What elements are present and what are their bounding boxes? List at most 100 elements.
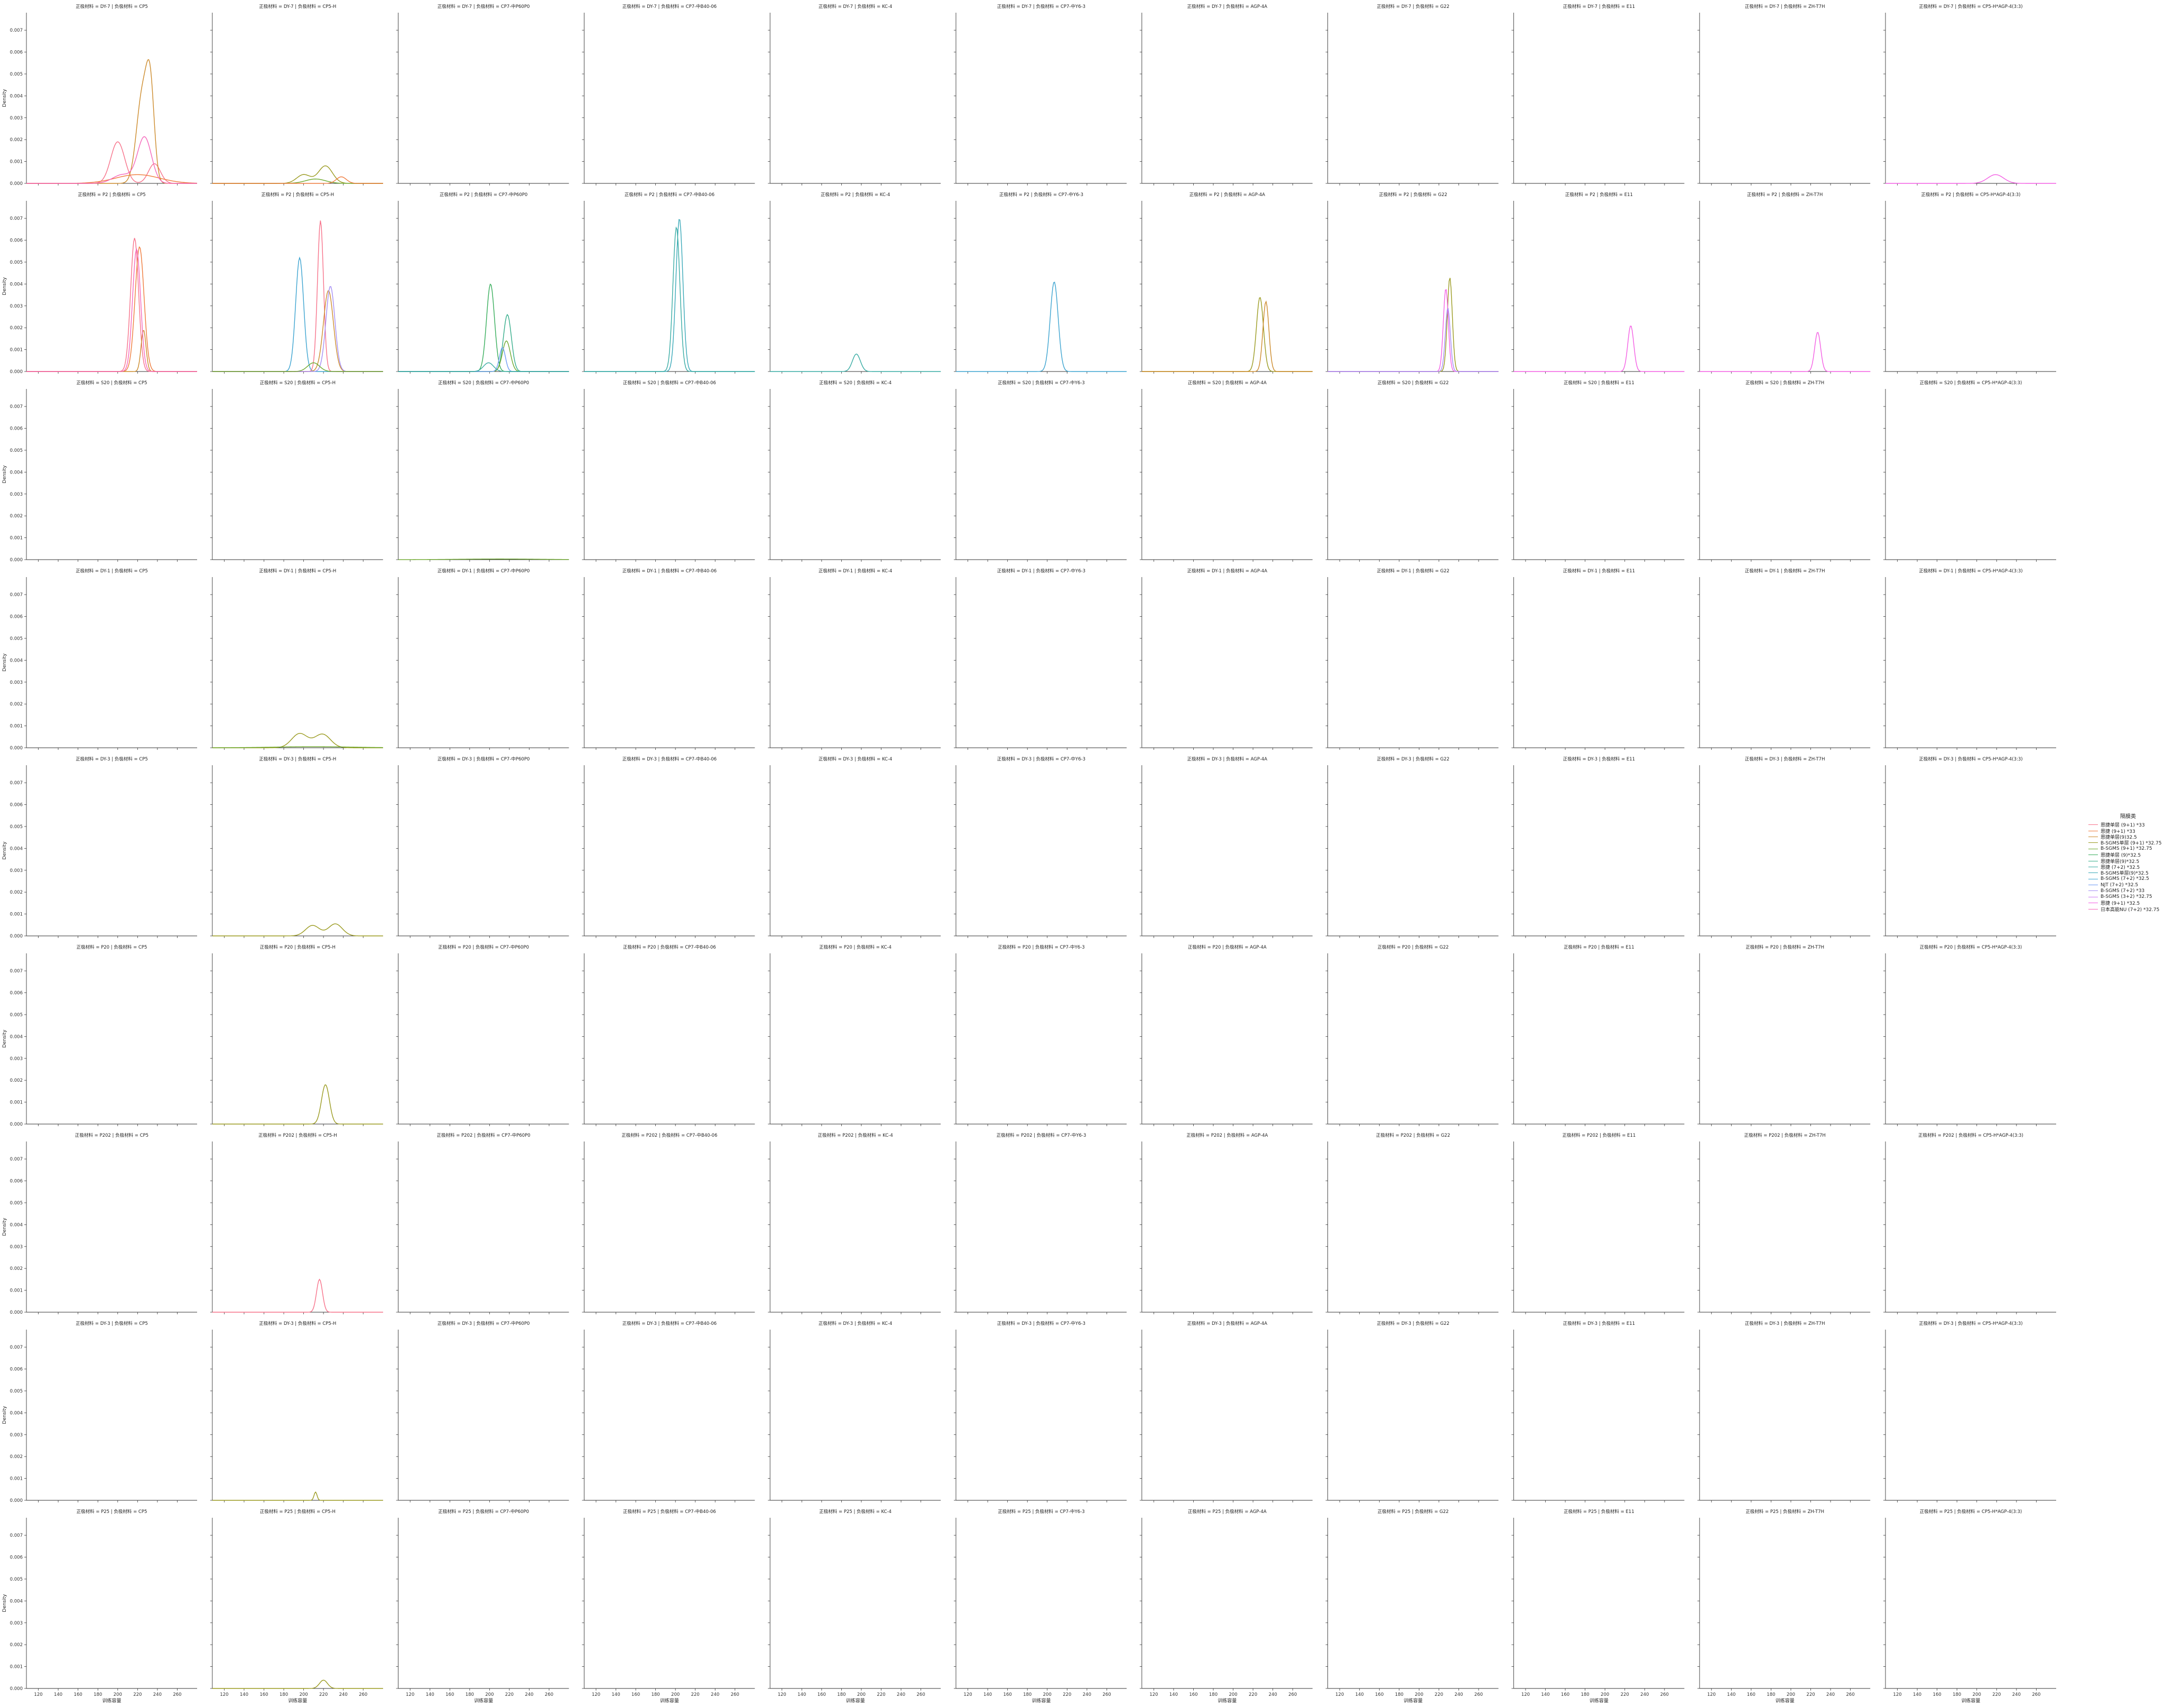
facet-title: 正极材料 = DY-1 | 负极材料 = KC-4 [819, 568, 893, 574]
x-tick-label: 140 [240, 1692, 248, 1697]
x-tick-label: 240 [1083, 1692, 1091, 1697]
x-tick-label: 240 [1826, 1692, 1835, 1697]
legend-item: NJT (7+2) *32.5 [2088, 882, 2168, 888]
y-tick-label: 0.001 [10, 1665, 23, 1670]
facet-title: 正极材料 = DY-1 | 负极材料 = G22 [1377, 568, 1449, 574]
facet-title: 正极材料 = DY-3 | 负极材料 = CP7-中P60P0 [438, 1321, 530, 1326]
facet-r2-c2: 正极材料 = S20 | 负极材料 = CP7-中P60P0 [396, 380, 569, 562]
x-tick-label: 260 [1660, 1692, 1669, 1697]
facet-title: 正极材料 = P25 | 负极材料 = E11 [1564, 1509, 1634, 1515]
x-tick-label: 120 [1335, 1692, 1344, 1697]
legend-item: B-SGMS单层 (9+1) *32.75 [2088, 840, 2168, 846]
density-curve [212, 1491, 383, 1501]
facet-title: 正极材料 = P20 | 负极材料 = CP5-H*AGP-4(3:3) [1920, 944, 2022, 950]
x-tick-label: 160 [631, 1692, 640, 1697]
facet-title: 正极材料 = DY-3 | 负极材料 = CP7-中Y6-3 [997, 756, 1085, 762]
y-tick-label: 0.006 [10, 238, 23, 244]
facet-r7-c3: 正极材料 = DY-3 | 负极材料 = CP7-中B40-06 [582, 1321, 755, 1502]
legend-title: 隔膜类 [2120, 814, 2136, 820]
facet-title: 正极材料 = P25 | 负极材料 = AGP-4A [1188, 1509, 1267, 1515]
y-tick-label: 0.000 [10, 1122, 23, 1127]
y-tick-label: 0.004 [10, 1599, 23, 1604]
facet-r1-c4: 正极材料 = P2 | 负极材料 = KC-4 [768, 192, 941, 374]
x-tick-label: 180 [651, 1692, 659, 1697]
x-tick-label: 240 [897, 1692, 905, 1697]
density-curve [212, 923, 383, 936]
facet-title: 正极材料 = S20 | 负极材料 = KC-4 [819, 380, 891, 386]
x-axis-label: 训练容量 [660, 1697, 679, 1704]
x-tick-label: 120 [1521, 1692, 1530, 1697]
legend-label: NJT (7+2) *32.5 [2101, 882, 2139, 888]
y-tick-label: 0.007 [10, 216, 23, 221]
facet-title: 正极材料 = DY-3 | 负极材料 = CP5-H*AGP-4(3:3) [1919, 756, 2022, 762]
x-tick-label: 200 [1601, 1692, 1609, 1697]
facet-title: 正极材料 = DY-7 | 负极材料 = CP7-中P60P0 [438, 4, 530, 10]
x-tick-label: 160 [817, 1692, 826, 1697]
y-tick-label: 0.004 [10, 1222, 23, 1228]
density-curve [398, 283, 569, 372]
legend-item: 恩捷单层(9)*32.5 [2088, 858, 2168, 865]
y-axis-label: Density [2, 465, 7, 484]
facet-r2-c7: 正极材料 = S20 | 负极材料 = G22 [1325, 380, 1499, 562]
facet-r5-c10: 正极材料 = P20 | 负极材料 = CP5-H*AGP-4(3:3) [1883, 944, 2056, 1126]
x-axis-label: 训练容量 [1590, 1697, 1609, 1704]
y-tick-label: 0.006 [10, 1555, 23, 1561]
facet-r4-c4: 正极材料 = DY-3 | 负极材料 = KC-4 [768, 756, 941, 938]
y-tick-label: 0.001 [10, 912, 23, 917]
x-tick-label: 120 [778, 1692, 786, 1697]
density-curve [212, 1278, 383, 1313]
x-tick-label: 160 [1189, 1692, 1197, 1697]
facet-title: 正极材料 = DY-3 | 负极材料 = KC-4 [819, 756, 893, 762]
facet-title: 正极材料 = S20 | 负极材料 = CP7-中Y6-3 [998, 380, 1085, 386]
facet-r0-c2: 正极材料 = DY-7 | 负极材料 = CP7-中P60P0 [396, 4, 569, 185]
facet-r5-c3: 正极材料 = P20 | 负极材料 = CP7-中B40-06 [582, 944, 755, 1126]
facet-r0-c7: 正极材料 = DY-7 | 负极材料 = G22 [1325, 4, 1499, 185]
density-curve [26, 141, 197, 184]
legend-label: B-SGMS (7+2) *32.5 [2101, 876, 2149, 882]
facet-r5-c2: 正极材料 = P20 | 负极材料 = CP7-中P60P0 [396, 944, 569, 1126]
y-tick-label: 0.006 [10, 991, 23, 996]
density-curve [212, 1084, 383, 1125]
density-curve [26, 330, 197, 372]
facet-r6-c9: 正极材料 = P202 | 负极材料 = ZH-T7H [1697, 1133, 1871, 1314]
facet-r4-c5: 正极材料 = DY-3 | 负极材料 = CP7-中Y6-3 [954, 756, 1127, 938]
y-tick-label: 0.004 [10, 1034, 23, 1039]
facet-r1-c10: 正极材料 = P2 | 负极材料 = CP5-H*AGP-4(3:3) [1883, 192, 2056, 374]
density-curve [1327, 289, 1499, 372]
facet-title: 正极材料 = P20 | 负极材料 = E11 [1564, 944, 1634, 950]
x-tick-label: 260 [731, 1692, 739, 1697]
facet-title: 正极材料 = DY-1 | 负极材料 = CP5 [76, 568, 148, 574]
density-curve [212, 286, 383, 372]
facet-r2-c9: 正极材料 = S20 | 负极材料 = ZH-T7H [1697, 380, 1871, 562]
y-tick-label: 0.004 [10, 282, 23, 287]
facet-r1-c7: 正极材料 = P2 | 负极材料 = G22 [1325, 192, 1499, 374]
facet-r5-c4: 正极材料 = P20 | 负极材料 = KC-4 [768, 944, 941, 1126]
facet-title: 正极材料 = S20 | 负极材料 = ZH-T7H [1745, 380, 1824, 386]
y-tick-label: 0.003 [10, 1433, 23, 1438]
y-tick-label: 0.003 [10, 304, 23, 309]
y-tick-label: 0.006 [10, 426, 23, 432]
x-axis-label: 训练容量 [1218, 1697, 1237, 1704]
facet-r7-c10: 正极材料 = DY-3 | 负极材料 = CP5-H*AGP-4(3:3) [1883, 1321, 2056, 1502]
x-tick-label: 120 [963, 1692, 972, 1697]
facet-r5-c9: 正极材料 = P20 | 负极材料 = ZH-T7H [1697, 944, 1871, 1126]
facet-title: 正极材料 = DY-7 | 负极材料 = KC-4 [819, 4, 893, 10]
density-curve [1513, 326, 1685, 372]
y-tick-label: 0.000 [10, 181, 23, 187]
density-curve [212, 176, 383, 184]
density-curve [398, 340, 569, 372]
facet-r8-c1: 正极材料 = P25 | 负极材料 = CP5-H 120 140 160 180 200… [210, 1509, 383, 1704]
x-tick-label: 200 [1415, 1692, 1423, 1697]
facet-title: 正极材料 = DY-3 | 负极材料 = KC-4 [819, 1321, 893, 1326]
facet-r7-c5: 正极材料 = DY-3 | 负极材料 = CP7-中Y6-3 [954, 1321, 1127, 1502]
y-tick-label: 0.005 [10, 1389, 23, 1394]
y-tick-label: 0.002 [10, 890, 23, 895]
x-tick-label: 140 [611, 1692, 620, 1697]
y-tick-label: 0.006 [10, 803, 23, 808]
y-tick-label: 0.005 [10, 824, 23, 830]
y-tick-label: 0.002 [10, 1454, 23, 1460]
facet-title: 正极材料 = DY-7 | 负极材料 = CP5-H*AGP-4(3:3) [1919, 4, 2022, 10]
legend-label: 恩捷 (9+1) *32.5 [2101, 901, 2140, 907]
x-tick-label: 260 [917, 1692, 925, 1697]
density-curve [1141, 300, 1313, 372]
